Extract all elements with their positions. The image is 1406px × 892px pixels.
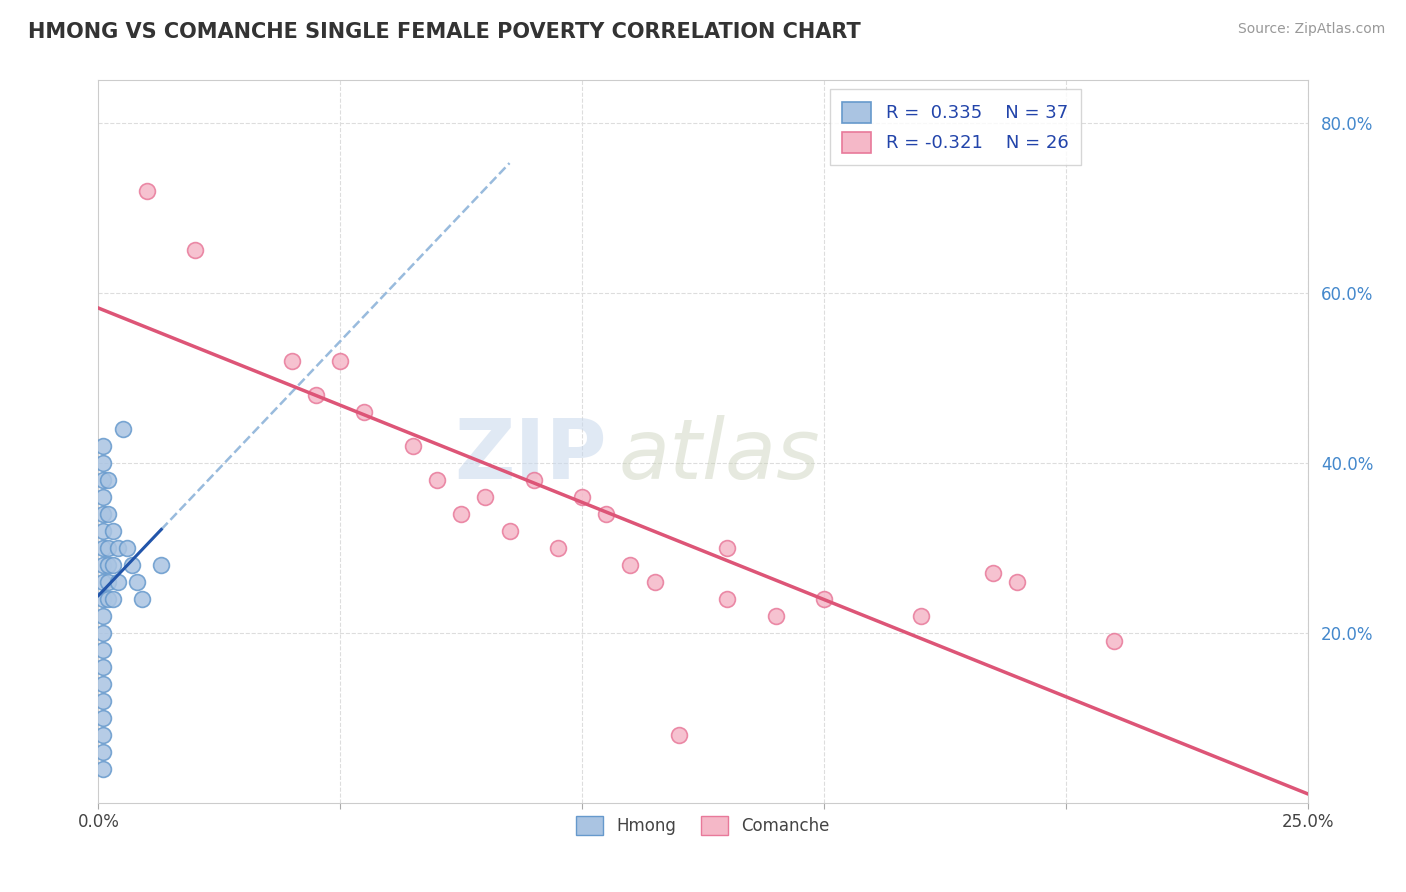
Point	[547, 541, 569, 555]
Point	[91, 728, 114, 742]
Point	[97, 591, 120, 606]
Point	[97, 473, 120, 487]
Point	[523, 473, 546, 487]
Point	[184, 244, 207, 258]
Point	[1102, 634, 1125, 648]
Point	[97, 541, 120, 555]
Point	[131, 591, 153, 606]
Point	[91, 608, 114, 623]
Point	[716, 541, 738, 555]
Point	[107, 541, 129, 555]
Point	[1007, 574, 1029, 589]
Point	[91, 473, 114, 487]
Point	[426, 473, 449, 487]
Point	[595, 507, 617, 521]
Point	[353, 405, 375, 419]
Point	[402, 439, 425, 453]
Point	[644, 574, 666, 589]
Point	[91, 558, 114, 572]
Point	[619, 558, 641, 572]
Legend: Hmong, Comanche: Hmong, Comanche	[567, 805, 839, 845]
Point	[981, 566, 1004, 581]
Point	[97, 574, 120, 589]
Text: Source: ZipAtlas.com: Source: ZipAtlas.com	[1237, 22, 1385, 37]
Point	[91, 677, 114, 691]
Point	[91, 541, 114, 555]
Point	[91, 524, 114, 538]
Text: ZIP: ZIP	[454, 416, 606, 497]
Text: HMONG VS COMANCHE SINGLE FEMALE POVERTY CORRELATION CHART: HMONG VS COMANCHE SINGLE FEMALE POVERTY …	[28, 22, 860, 42]
Point	[117, 541, 139, 555]
Point	[668, 728, 690, 742]
Point	[571, 490, 593, 504]
Point	[498, 524, 520, 538]
Point	[91, 456, 114, 470]
Point	[91, 694, 114, 708]
Point	[281, 353, 304, 368]
Point	[91, 625, 114, 640]
Point	[91, 660, 114, 674]
Point	[91, 439, 114, 453]
Point	[101, 524, 124, 538]
Point	[91, 711, 114, 725]
Point	[121, 558, 143, 572]
Point	[716, 591, 738, 606]
Point	[107, 574, 129, 589]
Point	[127, 574, 149, 589]
Point	[765, 608, 787, 623]
Point	[101, 591, 124, 606]
Text: atlas: atlas	[619, 416, 820, 497]
Point	[97, 507, 120, 521]
Point	[97, 558, 120, 572]
Point	[91, 745, 114, 759]
Point	[150, 558, 173, 572]
Point	[91, 642, 114, 657]
Point	[91, 574, 114, 589]
Point	[91, 490, 114, 504]
Point	[474, 490, 496, 504]
Point	[135, 184, 157, 198]
Point	[101, 558, 124, 572]
Point	[450, 507, 472, 521]
Point	[910, 608, 932, 623]
Point	[91, 591, 114, 606]
Point	[91, 762, 114, 776]
Point	[305, 388, 328, 402]
Point	[111, 422, 134, 436]
Point	[91, 507, 114, 521]
Point	[329, 353, 352, 368]
Point	[813, 591, 835, 606]
